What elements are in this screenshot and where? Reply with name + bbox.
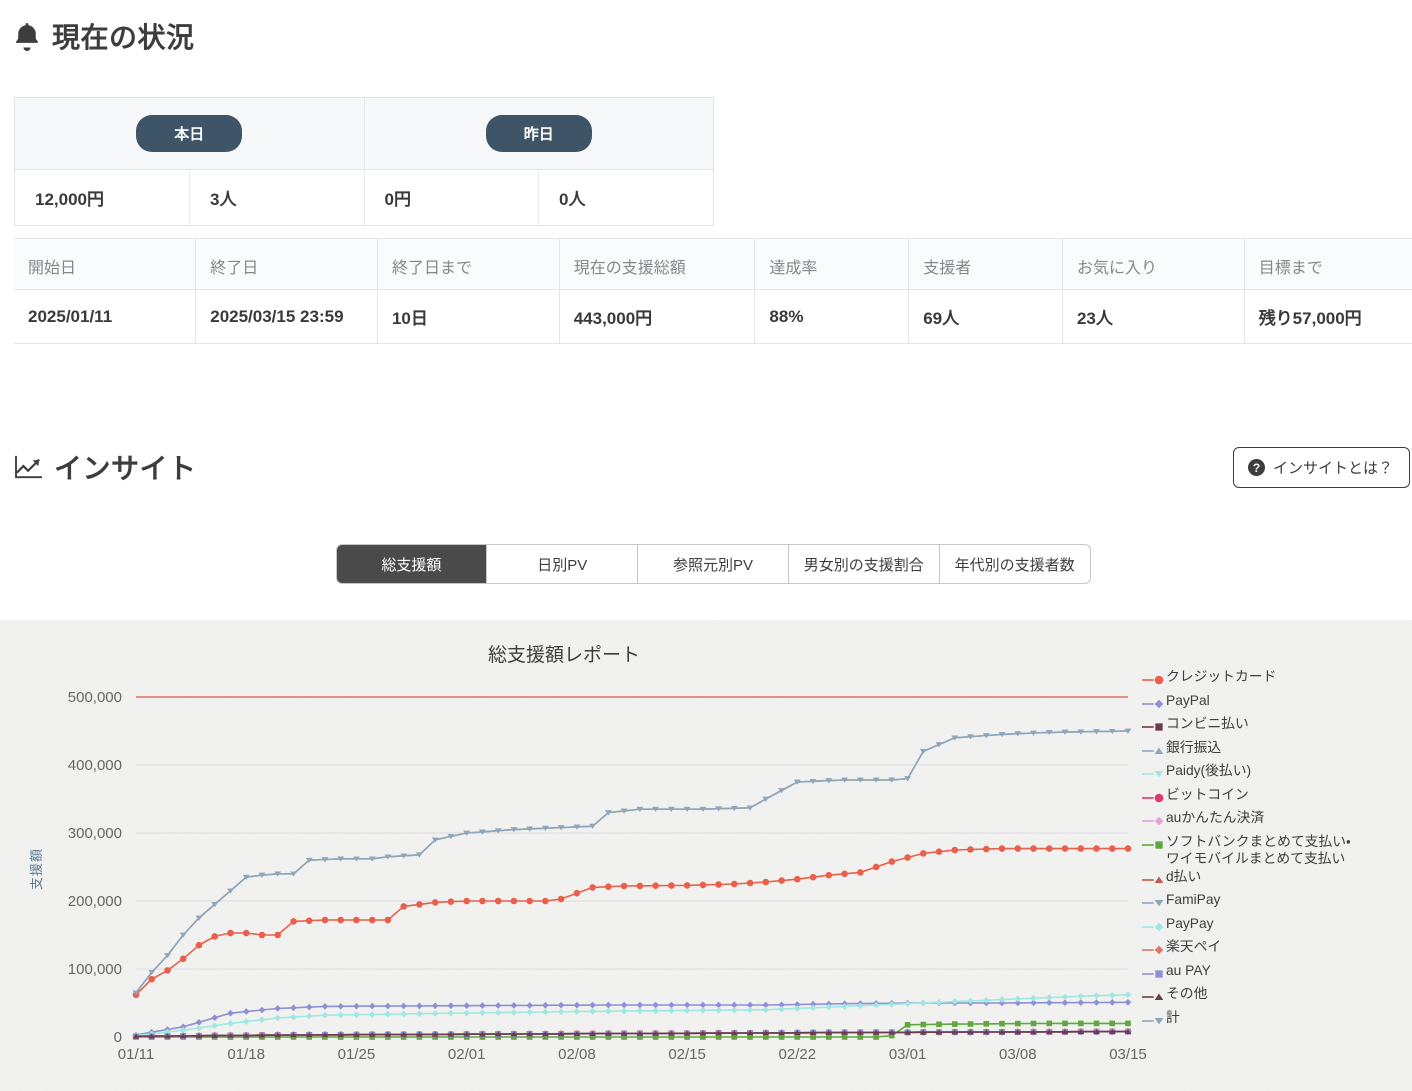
svg-text:01/18: 01/18 <box>227 1046 265 1063</box>
svg-text:01/25: 01/25 <box>338 1046 376 1063</box>
svg-text:400,000: 400,000 <box>68 757 122 774</box>
svg-text:200,000: 200,000 <box>68 893 122 910</box>
svg-text:03/15: 03/15 <box>1109 1046 1147 1063</box>
svg-text:300,000: 300,000 <box>68 825 122 842</box>
svg-text:01/11: 01/11 <box>118 1046 154 1063</box>
svg-text:100,000: 100,000 <box>68 961 122 978</box>
svg-text:02/01: 02/01 <box>448 1046 486 1063</box>
svg-text:02/15: 02/15 <box>668 1046 706 1063</box>
svg-text:03/01: 03/01 <box>889 1046 927 1063</box>
svg-text:02/22: 02/22 <box>779 1046 817 1063</box>
svg-text:0: 0 <box>114 1029 122 1046</box>
svg-text:02/08: 02/08 <box>558 1046 596 1063</box>
svg-text:500,000: 500,000 <box>68 689 122 706</box>
svg-text:03/08: 03/08 <box>999 1046 1037 1063</box>
